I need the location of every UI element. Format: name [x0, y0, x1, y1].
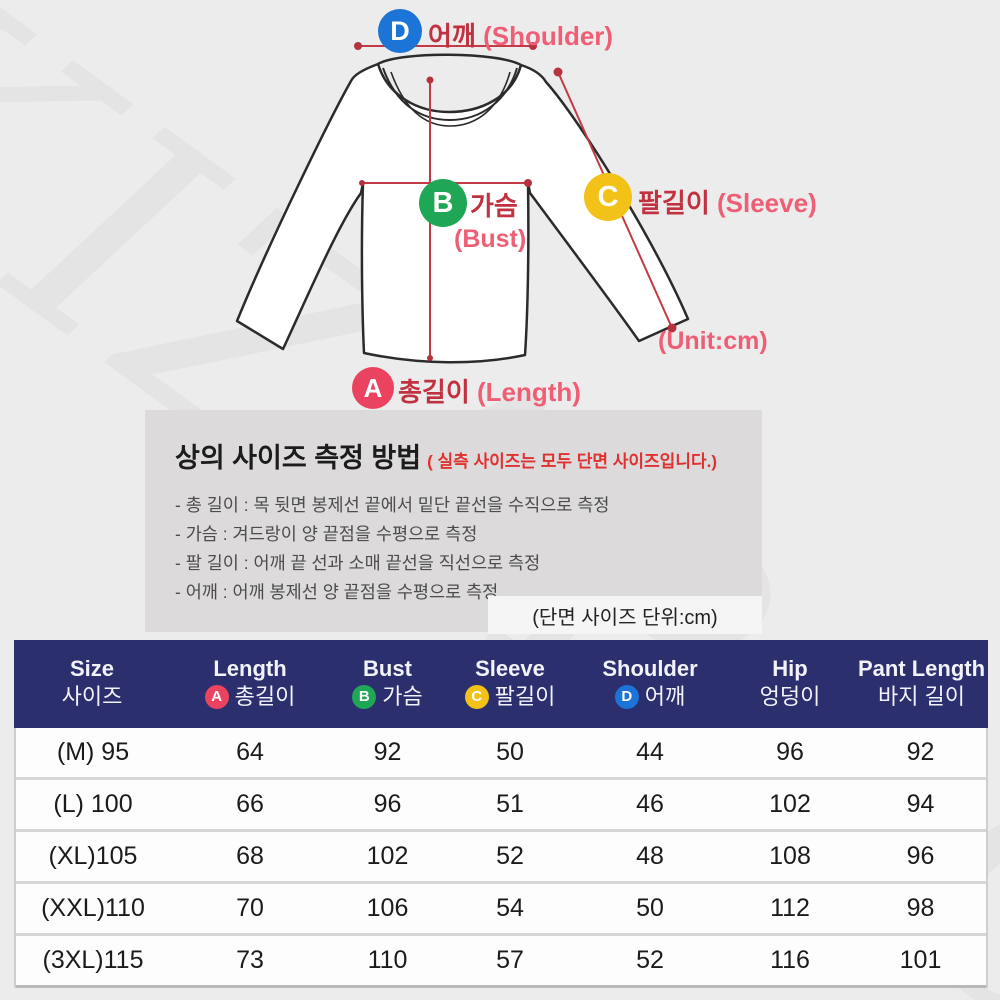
- label-shoulder: 어깨 (Shoulder): [428, 21, 614, 51]
- cell-bust: 106: [366, 894, 409, 922]
- col-header-hip: Hip 엉덩이: [759, 656, 821, 709]
- cell-bust: 96: [373, 790, 402, 818]
- table-header: Size 사이즈 Length A 총길이 Bust B 가슴 Sleeve C 팔길…: [14, 640, 988, 728]
- table-body: (M) 95 64 92 50 44 96 92 (L) 100 66 96 5…: [14, 728, 988, 988]
- badge-d-icon: D: [614, 685, 639, 709]
- cell-length: 64: [236, 738, 264, 766]
- cell-pant: 96: [906, 842, 935, 870]
- cell-size: (XXL)110: [41, 894, 145, 922]
- badge-bust: B: [419, 179, 467, 227]
- cell-hip: 96: [776, 738, 804, 766]
- col-header-sleeve: Sleeve C 팔길이: [445, 656, 575, 712]
- cell-bust: 92: [373, 738, 402, 766]
- cell-sleeve: 52: [496, 842, 524, 870]
- cell-pant: 92: [906, 738, 935, 766]
- badge-shoulder: D: [378, 9, 422, 53]
- measurement-instructions: 상의 사이즈 측정 방법( 실측 사이즈는 모두 단면 사이즈입니다.) - 총…: [145, 410, 762, 634]
- instruction-item: - 어깨 : 어깨 봉제선 양 끝점을 수평으로 측정: [175, 582, 499, 602]
- table-row: (XL)105 68 102 52 48 108 96: [16, 832, 986, 884]
- table-row: (M) 95 64 92 50 44 96 92: [16, 728, 986, 780]
- col-header-pant-length: Pant Length 바지 길이: [857, 656, 986, 709]
- cell-size: (M) 95: [56, 738, 130, 766]
- cell-sleeve: 50: [496, 738, 524, 766]
- size-table: Size 사이즈 Length A 총길이 Bust B 가슴 Sleeve C 팔길…: [14, 640, 988, 988]
- instruction-item: - 가슴 : 겨드랑이 양 끝점을 수평으로 측정: [175, 524, 478, 544]
- badge-a-icon: A: [204, 685, 229, 709]
- instructions-title-note: ( 실측 사이즈는 모두 단면 사이즈입니다.): [427, 452, 717, 471]
- cell-sleeve: 54: [496, 894, 524, 922]
- cell-pant: 101: [899, 946, 942, 974]
- cell-size: (L) 100: [53, 790, 133, 818]
- cell-shoulder: 52: [636, 946, 664, 974]
- cell-size: (XL)105: [48, 842, 138, 870]
- cell-sleeve: 57: [496, 946, 524, 974]
- col-header-shoulder: Shoulder D 어깨: [602, 656, 698, 709]
- table-row: (L) 100 66 96 51 46 102 94: [16, 780, 986, 832]
- cell-sleeve: 51: [496, 790, 524, 818]
- col-header-size: Size 사이즈: [61, 656, 123, 709]
- cell-hip: 112: [770, 894, 810, 922]
- cell-length: 73: [236, 946, 264, 974]
- cell-bust: 102: [366, 842, 409, 870]
- table-row: (XXL)110 70 106 54 50 112 98: [16, 884, 986, 936]
- instruction-item: - 총 길이 : 목 뒷면 봉제선 끝에서 밑단 끝선을 수직으로 측정: [175, 495, 610, 515]
- badge-b-icon: B: [352, 685, 377, 709]
- badge-length: A: [352, 367, 394, 409]
- unit-note: (Unit:cm): [658, 327, 768, 355]
- cell-size: (3XL)115: [42, 946, 144, 974]
- cell-shoulder: 46: [636, 790, 664, 818]
- cell-pant: 98: [906, 894, 935, 922]
- badge-sleeve: C: [584, 173, 632, 221]
- col-header-bust: Bust B 가슴: [330, 656, 445, 712]
- cell-hip: 108: [769, 842, 811, 870]
- instructions-title: 상의 사이즈 측정 방법( 실측 사이즈는 모두 단면 사이즈입니다.): [175, 443, 717, 473]
- label-bust: 가슴 (Bust): [454, 191, 527, 253]
- table-row: (3XL)115 73 110 57 52 116 101: [16, 936, 986, 988]
- instruction-item: - 팔 길이 : 어깨 끝 선과 소매 끝선을 직선으로 측정: [175, 553, 541, 573]
- cell-shoulder: 48: [636, 842, 664, 870]
- label-sleeve: 팔길이 (Sleeve): [638, 188, 817, 218]
- cell-hip: 102: [769, 790, 811, 818]
- cell-hip: 116: [770, 946, 810, 974]
- cell-length: 70: [236, 894, 264, 922]
- instructions-list: - 총 길이 : 목 뒷면 봉제선 끝에서 밑단 끝선을 수직으로 측정 - 가…: [175, 491, 762, 607]
- badge-c-icon: C: [464, 685, 489, 709]
- label-length: 총길이 (Length): [398, 377, 581, 407]
- cell-length: 68: [236, 842, 264, 870]
- measure-dots: [354, 42, 677, 361]
- cell-pant: 94: [906, 790, 935, 818]
- cell-shoulder: 50: [636, 894, 664, 922]
- cell-bust: 110: [367, 946, 408, 974]
- col-header-length: Length A 총길이: [170, 656, 330, 712]
- cell-length: 66: [236, 790, 264, 818]
- unit-note-box: (단면 사이즈 단위:cm): [488, 596, 762, 634]
- cell-shoulder: 44: [636, 738, 664, 766]
